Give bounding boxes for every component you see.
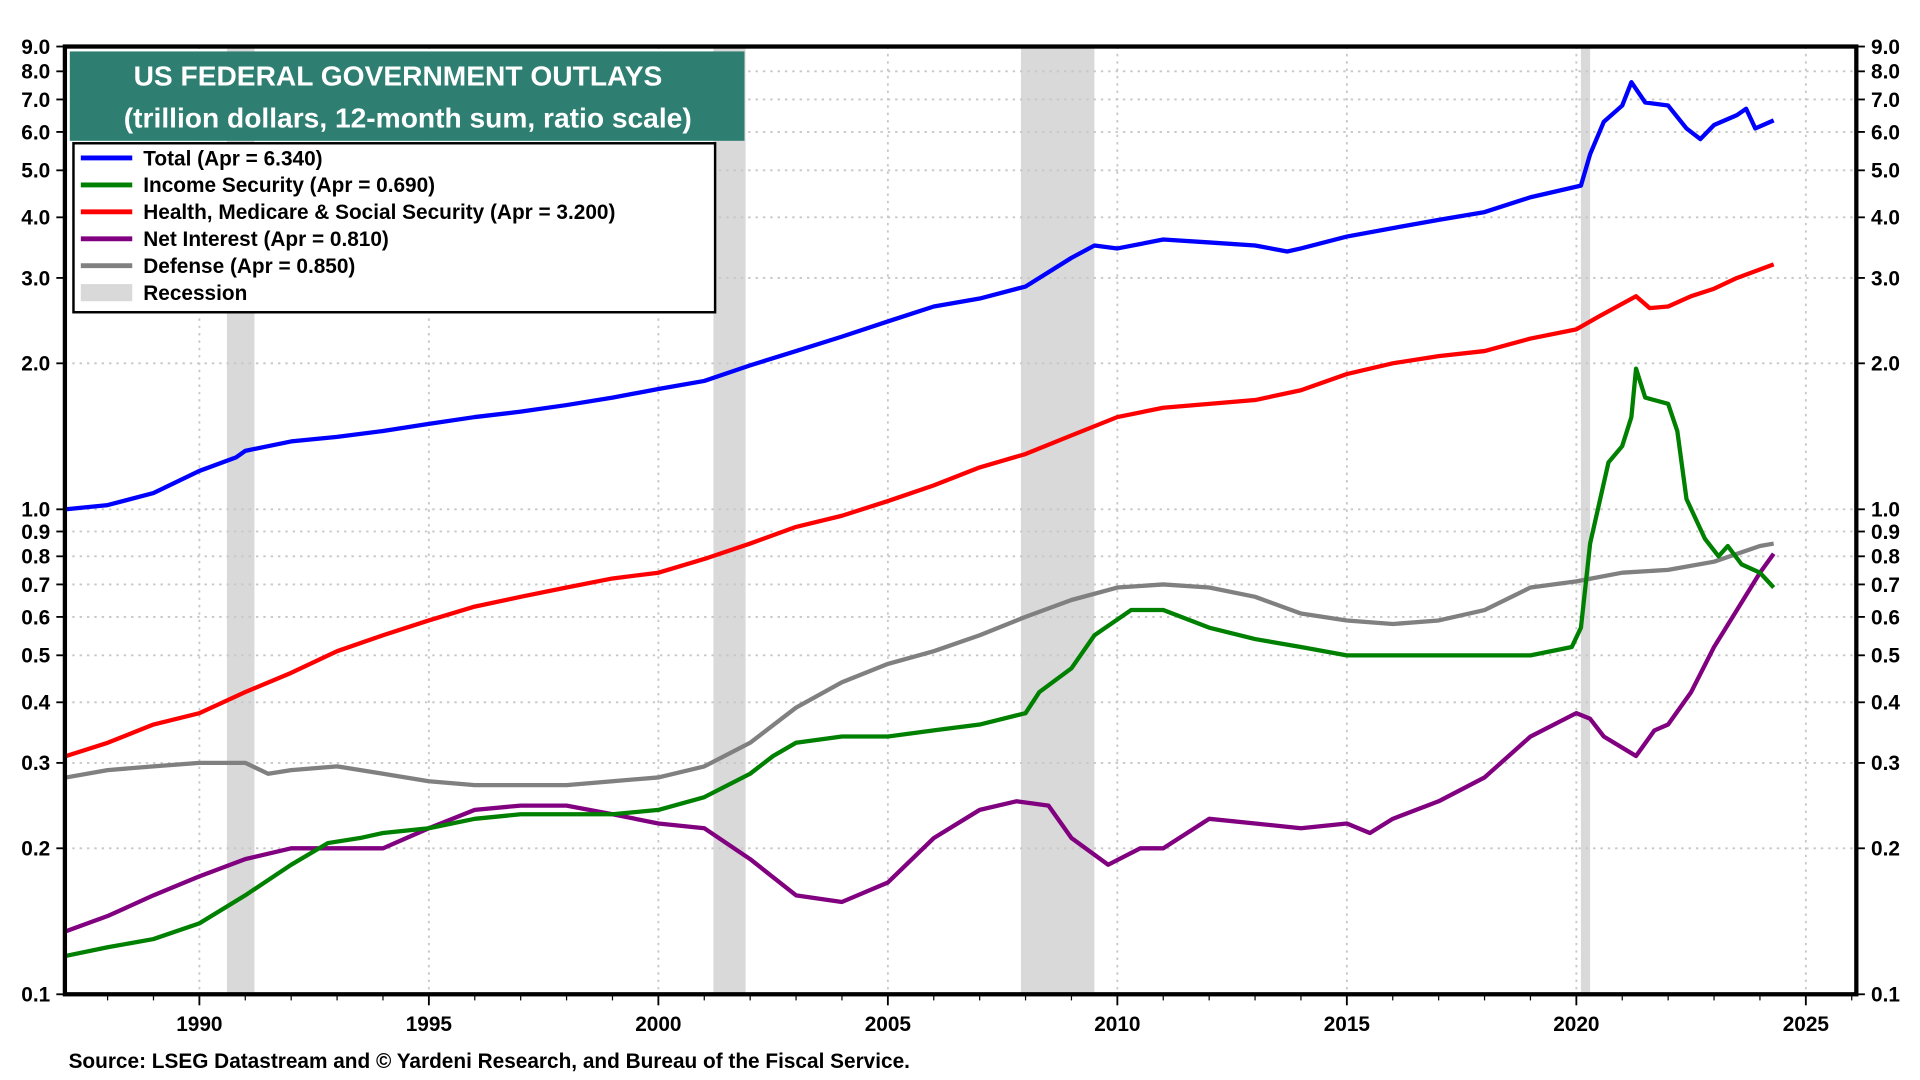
y-tick-label-left: 0.5 — [21, 645, 50, 668]
chart-subtitle: (trillion dollars, 12-month sum, ratio s… — [124, 102, 692, 133]
y-tick-label-left: 1.0 — [21, 499, 50, 522]
y-tick-label-right: 0.1 — [1871, 984, 1900, 1007]
y-tick-label-left: 0.8 — [21, 546, 50, 569]
y-tick-label-left: 3.0 — [21, 267, 50, 290]
x-tick-label: 2020 — [1553, 1013, 1599, 1036]
x-tick-label: 1990 — [176, 1013, 222, 1036]
y-tick-label-right: 0.5 — [1871, 645, 1900, 668]
legend-label: Net Interest (Apr = 0.810) — [143, 228, 389, 251]
y-tick-label-left: 8.0 — [21, 61, 50, 84]
y-tick-label-right: 4.0 — [1871, 207, 1900, 230]
y-tick-label-right: 8.0 — [1871, 61, 1900, 84]
y-tick-label-right: 1.0 — [1871, 499, 1900, 522]
legend-box — [72, 142, 717, 314]
x-tick-label: 2010 — [1094, 1013, 1140, 1036]
y-tick-label-right: 2.0 — [1871, 353, 1900, 376]
chart-title: US FEDERAL GOVERNMENT OUTLAYS — [134, 61, 663, 92]
y-tick-label-right: 0.9 — [1871, 521, 1900, 544]
y-tick-label-right: 0.2 — [1871, 838, 1900, 861]
x-tick-label: 2015 — [1324, 1013, 1370, 1036]
series-line — [66, 80, 1775, 512]
legend-label: Health, Medicare & Social Security (Apr … — [143, 201, 615, 224]
x-tick-label: 2000 — [635, 1013, 681, 1036]
y-tick-label-left: 6.0 — [21, 121, 50, 144]
y-tick-label-left: 2.0 — [21, 353, 50, 376]
y-tick-label-right: 0.8 — [1871, 546, 1900, 569]
y-tick-label-right: 3.0 — [1871, 267, 1900, 290]
axis-ticks: 9.0 9.08.0 8.07.0 7.06.0 6.05.0 5.04.0 4.03.0 3… — [21, 36, 1900, 1036]
series-lines — [65, 80, 1776, 958]
y-tick-label-left: 0.9 — [21, 521, 50, 544]
series-line — [65, 541, 1775, 788]
legend: Total (Apr = 6.340) Income Security (Apr … — [80, 147, 615, 305]
x-tick-label: 1995 — [406, 1013, 452, 1036]
x-tick-label: 2005 — [865, 1013, 911, 1036]
y-tick-label-left: 0.2 — [21, 838, 50, 861]
y-tick-label-right: 0.3 — [1871, 752, 1900, 775]
series-line — [65, 262, 1775, 759]
y-tick-label-right: 5.0 — [1871, 160, 1900, 183]
y-tick-label-left: 0.7 — [21, 574, 50, 597]
y-tick-label-right: 6.0 — [1871, 121, 1900, 144]
y-tick-label-left: 5.0 — [21, 160, 50, 183]
y-tick-label-right: 0.6 — [1871, 606, 1900, 629]
y-tick-label-right: 9.0 — [1871, 36, 1900, 59]
legend-label: Defense (Apr = 0.850) — [143, 255, 355, 278]
y-tick-label-left: 9.0 — [21, 36, 50, 59]
recession-band — [1580, 46, 1591, 995]
title-box — [69, 51, 745, 141]
x-tick-label: 2025 — [1783, 1013, 1829, 1036]
y-tick-label-left: 7.0 — [21, 89, 50, 112]
y-tick-label-right: 0.4 — [1871, 692, 1900, 715]
y-tick-label-right: 0.7 — [1871, 574, 1900, 597]
legend-label: Recession — [143, 282, 247, 305]
y-tick-label-left: 0.3 — [21, 752, 50, 775]
plot-frame — [62, 44, 1859, 997]
y-tick-label-left: 0.6 — [21, 606, 50, 629]
legend-label: Total (Apr = 6.340) — [143, 147, 322, 170]
y-tick-label-left: 0.4 — [21, 692, 50, 715]
legend-label: Income Security (Apr = 0.690) — [143, 174, 435, 197]
series-line — [65, 366, 1776, 958]
source-note: Source: LSEG Datastream and © Yardeni Re… — [69, 1050, 910, 1073]
y-tick-label-left: 4.0 — [21, 207, 50, 230]
recession-band — [1020, 46, 1095, 995]
series-line — [65, 552, 1776, 934]
y-tick-label-left: 0.1 — [21, 984, 50, 1007]
legend-swatch-recession — [80, 284, 133, 302]
y-tick-label-right: 7.0 — [1871, 89, 1900, 112]
